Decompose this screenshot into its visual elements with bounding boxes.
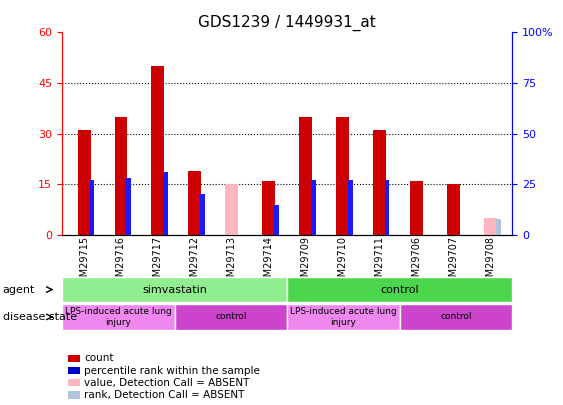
Bar bbox=[262, 181, 275, 235]
Bar bbox=[225, 184, 238, 235]
Text: LPS-induced acute lung
injury: LPS-induced acute lung injury bbox=[290, 307, 397, 326]
Bar bbox=[348, 180, 352, 235]
Bar bbox=[163, 172, 168, 235]
Text: simvastatin: simvastatin bbox=[142, 285, 207, 294]
Bar bbox=[274, 205, 279, 235]
Text: rank, Detection Call = ABSENT: rank, Detection Call = ABSENT bbox=[84, 390, 245, 400]
Bar bbox=[189, 171, 202, 235]
Bar bbox=[127, 178, 131, 235]
Text: control: control bbox=[440, 312, 472, 322]
Bar bbox=[200, 194, 205, 235]
Bar bbox=[373, 130, 386, 235]
Bar bbox=[114, 117, 127, 235]
Bar bbox=[151, 66, 164, 235]
Text: agent: agent bbox=[3, 285, 35, 294]
Text: count: count bbox=[84, 354, 114, 363]
Bar bbox=[496, 219, 501, 235]
Bar bbox=[78, 130, 91, 235]
Bar bbox=[385, 180, 390, 235]
Text: value, Detection Call = ABSENT: value, Detection Call = ABSENT bbox=[84, 378, 250, 388]
Bar bbox=[311, 180, 316, 235]
Bar bbox=[299, 117, 312, 235]
Bar bbox=[484, 218, 497, 235]
Title: GDS1239 / 1449931_at: GDS1239 / 1449931_at bbox=[198, 15, 376, 31]
Text: control: control bbox=[215, 312, 247, 322]
Text: control: control bbox=[381, 285, 419, 294]
Text: LPS-induced acute lung
injury: LPS-induced acute lung injury bbox=[65, 307, 172, 326]
Bar bbox=[90, 180, 94, 235]
Text: percentile rank within the sample: percentile rank within the sample bbox=[84, 366, 260, 375]
Bar bbox=[336, 117, 349, 235]
Bar bbox=[447, 184, 460, 235]
Bar bbox=[410, 181, 423, 235]
Text: disease state: disease state bbox=[3, 312, 77, 322]
